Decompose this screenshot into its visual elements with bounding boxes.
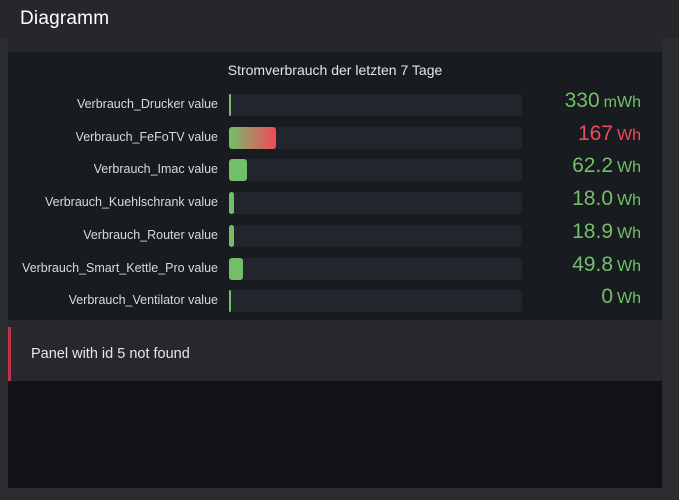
- bar-gauge-fill: [229, 192, 234, 215]
- value-unit: mWh: [603, 94, 641, 111]
- value-unit: Wh: [617, 224, 641, 242]
- value-number: 0: [601, 285, 613, 309]
- value-number: 62.2: [572, 154, 613, 178]
- bar-gauge-row: Verbrauch_Smart_Kettle_Pro value 49.8 Wh: [8, 253, 662, 281]
- bar-gauge-track: [229, 159, 522, 182]
- bar-gauge-track: [229, 192, 522, 215]
- bar-gauge-label: Verbrauch_Ventilator value: [68, 293, 218, 308]
- right-gutter: [662, 38, 679, 500]
- bar-gauge-fill: [229, 257, 243, 280]
- error-panel: Panel with id 5 not found: [8, 327, 662, 381]
- value-unit: Wh: [617, 126, 641, 144]
- row-title[interactable]: Diagramm: [20, 8, 110, 29]
- bar-gauge-row: Verbrauch_Drucker value 330 mWh: [8, 89, 662, 117]
- bar-gauge-row: Verbrauch_Imac value 62.2 Wh: [8, 154, 662, 182]
- value-unit: Wh: [617, 257, 641, 275]
- bar-gauge-value: 62.2 Wh: [572, 154, 641, 178]
- bar-gauge-track: [229, 257, 522, 280]
- bar-gauge-label: Verbrauch_FeFoTV value: [75, 129, 218, 144]
- bar-gauge-value: 18.9 Wh: [572, 220, 641, 244]
- panel-title[interactable]: Stromverbrauch der letzten 7 Tage: [227, 62, 443, 78]
- bar-gauge-label: Verbrauch_Kuehlschrank value: [44, 195, 218, 210]
- bar-gauge-track: [229, 126, 522, 149]
- bar-gauge-label: Verbrauch_Smart_Kettle_Pro value: [22, 260, 218, 275]
- error-message: Panel with id 5 not found: [31, 346, 190, 362]
- bar-gauge-panel[interactable]: Stromverbrauch der letzten 7 Tage Verbra…: [8, 52, 662, 320]
- bar-gauge-value: 167 Wh: [578, 122, 641, 146]
- bar-gauge-value: 330 mWh: [565, 89, 641, 113]
- value-unit: Wh: [617, 290, 641, 308]
- value-number: 18.0: [572, 187, 613, 211]
- bar-gauge-row: Verbrauch_Kuehlschrank value 18.0 Wh: [8, 187, 662, 215]
- value-number: 330: [564, 89, 600, 112]
- bar-gauge-label: Verbrauch_Imac value: [93, 162, 218, 177]
- value-number: 167: [577, 121, 613, 145]
- value-number: 18.9: [572, 219, 613, 243]
- empty-panel-area: [8, 381, 662, 488]
- bar-gauge-value: 0 Wh: [601, 285, 641, 309]
- bar-gauge-row: Verbrauch_Router value 18.9 Wh: [8, 220, 662, 248]
- left-gutter: [0, 38, 8, 500]
- value-unit: Wh: [617, 192, 641, 210]
- value-unit: Wh: [617, 159, 641, 177]
- bar-gauge-fill: [229, 224, 234, 247]
- bar-gauge-track: [229, 290, 522, 313]
- bar-gauge-row: Verbrauch_Ventilator value 0 Wh: [8, 285, 662, 313]
- bar-gauge-fill: [229, 290, 231, 313]
- value-number: 49.8: [572, 252, 613, 276]
- bar-gauge-track: [229, 94, 522, 116]
- bar-gauge-fill: [229, 159, 247, 182]
- bar-gauge-value: 18.0 Wh: [572, 187, 641, 211]
- bar-gauge-label: Verbrauch_Router value: [83, 227, 218, 242]
- bar-gauge-track: [229, 224, 522, 247]
- bar-gauge-fill: [229, 94, 231, 116]
- bar-gauge-value: 49.8 Wh: [572, 253, 641, 277]
- bottom-strip: [0, 488, 679, 500]
- bar-gauge-label: Verbrauch_Drucker value: [76, 97, 218, 111]
- bar-gauge-row: Verbrauch_FeFoTV value 167 Wh: [8, 122, 662, 150]
- bar-gauge-fill: [229, 126, 276, 149]
- error-accent-bar: [8, 327, 11, 381]
